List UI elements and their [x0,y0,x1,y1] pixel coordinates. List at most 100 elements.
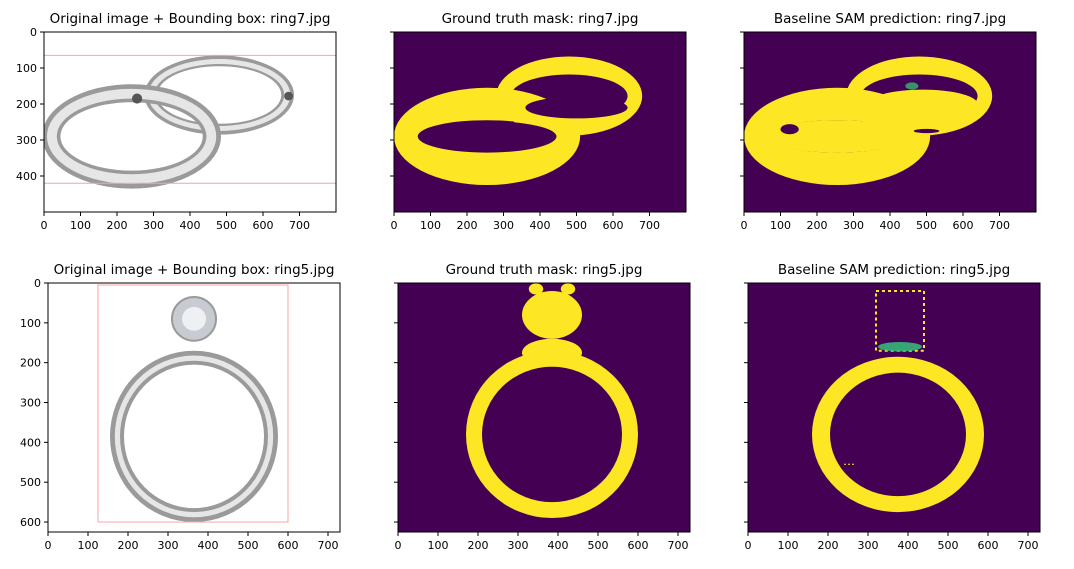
panel-ring5-pred: Baseline SAM prediction: ring5.jpg 0 100 20… [744,262,1041,552]
x-tick-label: 0 [45,539,52,552]
y-tick-label: 0 [30,26,37,39]
x-tick-label: 500 [566,219,587,232]
y-tick-label: 600 [20,516,41,529]
panel-image [398,283,690,532]
y-tick-label: 200 [16,98,37,111]
pred-head-noise [878,341,922,352]
x-tick-label: 300 [508,539,529,552]
x-tick-label: 200 [118,539,139,552]
x-tick-label: 700 [289,219,310,232]
x-tick-label: 700 [639,219,660,232]
y-tick-label: 500 [20,476,41,489]
pred-fill-right [868,89,978,119]
x-tick-label: 400 [898,539,919,552]
panel-image [744,32,1036,212]
x-tick-label: 600 [953,219,974,232]
x-tick-label: 200 [107,219,128,232]
axes-frame [397,282,691,533]
ring-left-stone [131,93,143,104]
panel-title: Original image + Bounding box: ring7.jpg [50,11,331,27]
panel-title: Original image + Bounding box: ring5.jpg [54,262,335,278]
mask-head [522,290,582,339]
x-tick-label: 100 [420,219,441,232]
x-tick-label: 100 [70,219,91,232]
y-tick-label: 300 [16,134,37,147]
pred-fill-left [765,120,909,153]
x-tick-label: 600 [253,219,274,232]
panel-ring5-gt: Ground truth mask: ring5.jpg 0 100 200 300 40… [394,262,691,552]
x-tick-label: 300 [143,219,164,232]
y-tick-label: 400 [16,170,37,183]
panel-title: Baseline SAM prediction: ring5.jpg [778,262,1010,278]
x-tick-label: 600 [278,539,299,552]
x-tick-label: 200 [457,219,478,232]
x-tick-label: 500 [938,539,959,552]
axes-frame [747,282,1041,533]
y-tick-label: 200 [20,357,41,370]
panel-ring5-original: Original image + Bounding box: ring5.jpg… [20,262,341,552]
mask-prong-right [560,283,576,295]
y-tick-label: 300 [20,397,41,410]
x-tick-label: 100 [428,539,449,552]
x-tick-label: 400 [180,219,201,232]
mask-prong-left [528,283,544,295]
x-tick-label: 300 [493,219,514,232]
panel-title: Ground truth mask: ring7.jpg [442,11,639,27]
x-tick-label: 500 [916,219,937,232]
x-tick-label: 300 [158,539,179,552]
x-tick-label: 400 [880,219,901,232]
x-tick-label: 500 [216,219,237,232]
x-tick-label: 700 [668,539,689,552]
y-tick-label: 100 [16,62,37,75]
axes-frame [47,282,341,533]
pred-hole-2 [913,128,940,134]
panel-title: Baseline SAM prediction: ring7.jpg [774,11,1006,27]
y-tick-label: 100 [20,317,41,330]
x-tick-label: 300 [843,219,864,232]
x-tick-label: 400 [548,539,569,552]
y-tick-label: 0 [34,277,41,290]
ring-right-stone [284,91,293,101]
x-tick-label: 100 [78,539,99,552]
mask-hole-right [525,96,628,119]
x-tick-label: 700 [989,219,1010,232]
x-tick-label: 700 [1018,539,1039,552]
pred-head-fragments [875,289,925,352]
pred-edge-noise [905,82,919,90]
x-tick-label: 700 [318,539,339,552]
x-tick-label: 300 [858,539,879,552]
x-tick-label: 600 [603,219,624,232]
x-tick-label: 200 [818,539,839,552]
x-tick-label: 100 [770,219,791,232]
mask-hole-left [421,121,557,152]
x-tick-label: 400 [198,539,219,552]
mask-neck [522,338,582,367]
pred-hole-3 [989,125,1003,130]
panel-image [394,32,686,212]
x-tick-label: 0 [41,219,48,232]
panel-ring7-gt: Ground truth mask: ring7.jpg 0 100 200 300 40… [390,11,687,232]
x-tick-label: 0 [391,219,398,232]
pred-hole-1 [780,124,799,135]
x-tick-label: 500 [588,539,609,552]
y-tick-label: 400 [20,436,41,449]
mask-background [748,283,1040,532]
panel-ring7-pred: Baseline SAM prediction: ring7.jpg 0 100 20… [740,11,1037,232]
panel-ring7-original: Original image + Bounding box: ring7.jpg… [16,11,337,232]
x-tick-label: 600 [628,539,649,552]
x-tick-label: 200 [807,219,828,232]
x-tick-label: 600 [978,539,999,552]
panel-image [748,283,1040,532]
x-tick-label: 500 [238,539,259,552]
x-tick-label: 100 [778,539,799,552]
panel-image [44,32,336,212]
bounding-box [97,284,289,523]
panel-image [48,283,340,532]
x-tick-label: 0 [395,539,402,552]
x-tick-label: 0 [741,219,748,232]
diamond-facet [182,306,206,331]
x-tick-label: 400 [530,219,551,232]
x-tick-label: 0 [745,539,752,552]
panel-title: Ground truth mask: ring5.jpg [446,262,643,278]
